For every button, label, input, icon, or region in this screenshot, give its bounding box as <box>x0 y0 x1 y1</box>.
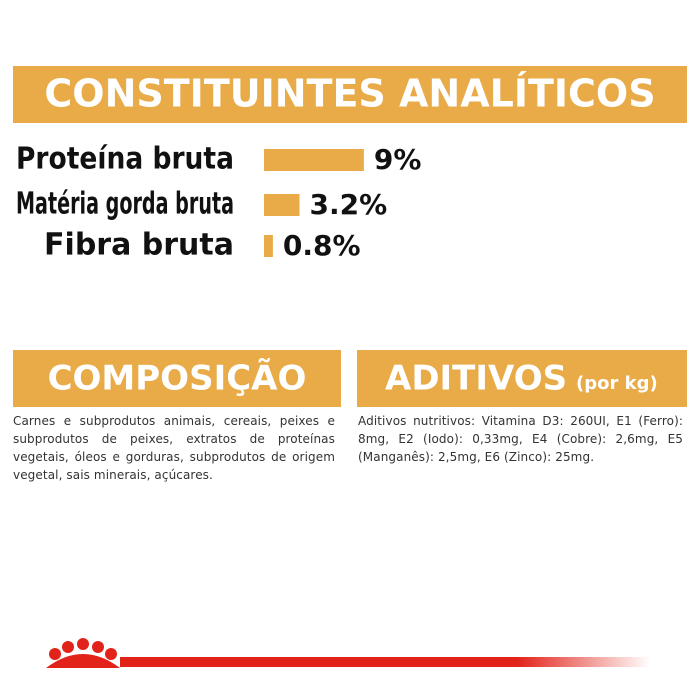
bar <box>264 235 273 257</box>
value-label: 3.2% <box>310 188 388 221</box>
category-label: Matéria gorda bruta <box>16 187 234 222</box>
category-label: Proteína bruta <box>16 142 234 177</box>
value-label: 0.8% <box>283 229 361 262</box>
additives-title: ADITIVOS <box>385 359 567 399</box>
composition-title: COMPOSIÇÃO <box>48 358 307 399</box>
footer-line <box>120 657 650 667</box>
category-label: Fibra bruta <box>44 228 234 263</box>
additives-text: Aditivos nutritivos: Vitamina D3: 260UI,… <box>358 414 683 464</box>
additives-band <box>357 350 687 407</box>
bar <box>264 194 300 216</box>
value-label: 9% <box>374 143 422 176</box>
bar <box>264 149 364 171</box>
crown-logo <box>46 638 120 668</box>
composition-text: Carnes e subprodutos animais, cereais, p… <box>13 414 335 482</box>
chart-title: CONSTITUINTES ANALÍTICOS <box>44 72 655 116</box>
additives-unit: (por kg) <box>576 373 658 394</box>
header-band <box>13 66 687 123</box>
composition-band <box>13 350 341 407</box>
